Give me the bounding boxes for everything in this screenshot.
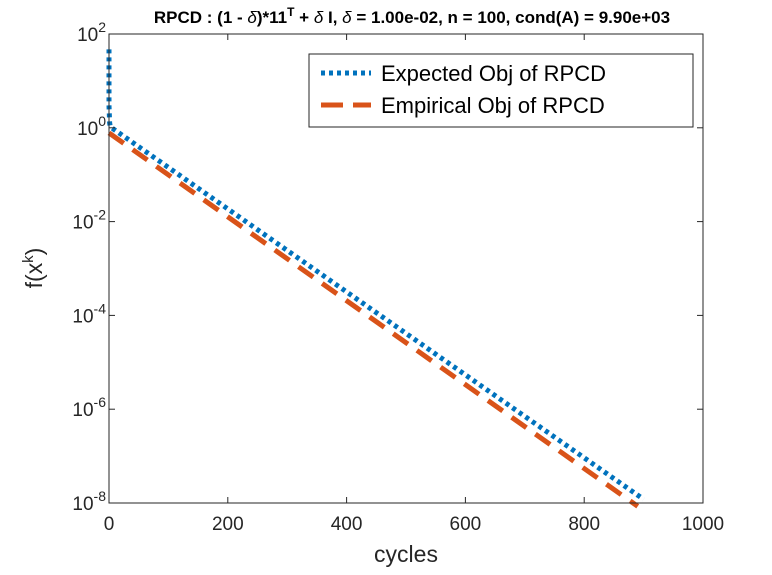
title-delta-1: δ — [247, 8, 257, 27]
title-delta-3: δ — [342, 8, 352, 27]
title-part-c: + — [294, 8, 313, 27]
title-part-e: = 1.00e-02, n = 100, cond(A) = 9.90e+03 — [352, 8, 670, 27]
x-tick-label: 600 — [450, 514, 482, 535]
legend: Expected Obj of RPCD Empirical Obj of RP… — [308, 53, 694, 128]
axes-box — [108, 33, 704, 504]
legend-label-expected: Expected Obj of RPCD — [381, 61, 606, 86]
title-superscript: T — [287, 5, 295, 19]
title-part-a: RPCD : (1 - — [154, 8, 248, 27]
x-tick-label: 0 — [104, 514, 115, 535]
chart-title: RPCD : (1 - δ)*11T + δ I, δ = 1.00e-02, … — [154, 5, 670, 27]
y-tick-label: 10-4 — [72, 300, 106, 327]
x-tick-label: 400 — [331, 514, 363, 535]
legend-label-empirical: Empirical Obj of RPCD — [381, 93, 605, 118]
ticks-layer: 0 200 400 600 800 1000 10-8 10-6 10-4 10-2 100 102 — [72, 19, 724, 535]
series-layer — [106, 49, 646, 509]
x-tick-label: 800 — [568, 514, 600, 535]
y-axis-label-close: ) — [21, 248, 47, 256]
legend-box — [308, 53, 694, 128]
title-delta-2: δ — [314, 8, 324, 27]
y-tick-label: 102 — [77, 19, 106, 46]
x-axis-label: cycles — [374, 541, 438, 567]
x-tick-label: 200 — [212, 514, 244, 535]
y-axis-label: f(xk) — [20, 248, 47, 289]
title-part-b: )*11 — [257, 8, 287, 27]
y-tick-label: 10-6 — [72, 394, 106, 421]
series-line-expected — [106, 49, 646, 502]
y-tick-label: 100 — [77, 113, 106, 140]
y-tick-label: 10-8 — [72, 488, 106, 515]
series-line-empirical — [107, 130, 640, 509]
y-tick-label: 10-2 — [72, 207, 106, 234]
x-tick-label: 1000 — [682, 514, 724, 535]
y-axis-label-base: f(x — [21, 262, 47, 288]
title-part-d: I, — [323, 8, 342, 27]
y-axis-label-sup: k — [20, 255, 37, 263]
